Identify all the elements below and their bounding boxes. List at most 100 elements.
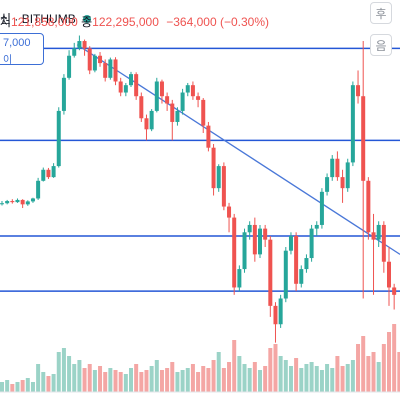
- volume-bar: [61, 348, 66, 392]
- volume-bar: [129, 368, 133, 392]
- candle-body: [288, 235, 293, 251]
- corner-button-second[interactable]: 음: [370, 34, 392, 56]
- candle-body: [227, 206, 232, 218]
- candle-body: [371, 232, 376, 240]
- volume-bar: [216, 352, 221, 392]
- candle-body: [30, 198, 35, 202]
- candle-body: [211, 147, 216, 189]
- candle-body: [366, 180, 371, 233]
- candle-body: [221, 166, 226, 207]
- candle-body: [82, 41, 87, 49]
- candle-body: [263, 228, 268, 240]
- candle-body: [41, 169, 46, 181]
- volume-bar: [227, 362, 232, 392]
- candle-body: [299, 269, 304, 284]
- candle-body: [77, 41, 82, 49]
- volume-bar: [113, 370, 118, 392]
- candle-body: [325, 177, 330, 192]
- volume-bar: [304, 364, 309, 392]
- candle-body: [103, 63, 108, 78]
- candle-body: [10, 201, 15, 203]
- candle-body: [247, 224, 252, 233]
- volume-bar: [118, 372, 123, 392]
- candle-body: [15, 199, 20, 203]
- volume-bar: [196, 372, 201, 392]
- volume-bar: [273, 344, 278, 392]
- corner-button-top[interactable]: 후: [370, 2, 392, 24]
- candle-body: [330, 158, 335, 178]
- volume-bar: [309, 362, 314, 392]
- candle-body: [175, 110, 180, 122]
- status-dot-icon: [83, 15, 92, 23]
- volume-bar: [201, 366, 206, 392]
- candle-body: [20, 199, 25, 205]
- candle-body: [206, 125, 211, 148]
- candle-body: [98, 55, 103, 64]
- volume-bar: [376, 362, 381, 392]
- candle-body: [242, 232, 247, 270]
- volume-bar: [180, 370, 185, 392]
- volume-bar: [36, 364, 41, 392]
- horizontal-levels: [0, 47, 400, 292]
- candle-body: [118, 81, 123, 93]
- candle-body: [232, 217, 237, 288]
- volume-bar: [41, 372, 46, 392]
- candle-body: [314, 224, 319, 229]
- volume-bar: [221, 368, 226, 392]
- candle-body: [237, 269, 242, 288]
- volume-bar: [247, 368, 252, 392]
- volume-bar: [345, 364, 350, 392]
- candle-body: [252, 224, 257, 255]
- volume-bar: [72, 364, 77, 392]
- volume-bar: [325, 364, 330, 392]
- candle-body: [381, 224, 386, 262]
- volume-bar: [10, 384, 15, 392]
- candle-body: [340, 177, 345, 189]
- candle-body: [201, 99, 206, 126]
- volume-bar: [252, 362, 257, 392]
- volume-bar: [288, 366, 293, 392]
- volume-bar: [356, 344, 361, 392]
- volume-bar: [87, 364, 92, 392]
- volume-bar: [335, 356, 340, 392]
- volume-bar: [108, 368, 113, 392]
- candle-body: [113, 59, 118, 82]
- volume-bar: [258, 370, 262, 392]
- candle-body: [123, 85, 128, 93]
- close-value: 122,295,000: [92, 15, 159, 29]
- volume-bar: [165, 368, 170, 392]
- volume-bar: [330, 368, 335, 392]
- volume-bar: [397, 352, 400, 392]
- volume-bar: [232, 340, 237, 392]
- volume-bar: [67, 356, 72, 392]
- candle-body: [46, 169, 51, 178]
- candle-body: [190, 85, 195, 97]
- volume-bar: [392, 324, 397, 392]
- volume-bar: [190, 364, 195, 392]
- change-value: −364,000 (−0.30%): [166, 15, 269, 29]
- volume-bar: [340, 366, 345, 392]
- candle-body: [268, 239, 273, 306]
- volume-bar: [82, 368, 87, 392]
- candle-body: [376, 224, 381, 240]
- candle-body: [0, 203, 4, 205]
- candle-body: [361, 96, 366, 181]
- volume-bar: [206, 368, 211, 392]
- volume-bars: [0, 324, 400, 392]
- candle-body: [273, 305, 278, 325]
- volume-bar: [366, 356, 371, 392]
- volume-bar: [185, 368, 190, 392]
- volume-bar: [25, 378, 30, 392]
- volume-bar: [175, 372, 180, 392]
- volume-bar: [319, 370, 324, 392]
- candle-body: [309, 228, 314, 259]
- symbol-label: 신 · BITHUMB: [0, 12, 76, 26]
- square-icon: 음: [375, 38, 387, 53]
- candle-body: [51, 166, 56, 178]
- candle-body: [129, 74, 133, 86]
- volume-bar: [149, 366, 154, 392]
- volume-bar: [103, 372, 108, 392]
- volume-bar: [314, 366, 319, 392]
- candle-body: [5, 201, 10, 204]
